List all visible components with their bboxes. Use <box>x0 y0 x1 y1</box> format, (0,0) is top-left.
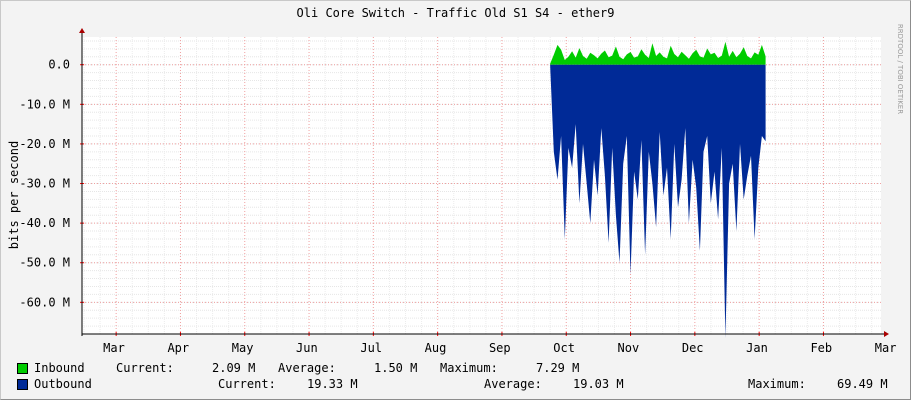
major-grid <box>82 37 881 334</box>
x-tick-label: Apr <box>167 341 189 355</box>
series-layer <box>550 41 766 338</box>
x-tick-label: Jan <box>746 341 768 355</box>
x-tick-label: Feb <box>810 341 832 355</box>
y-tick-label: -30.0 M <box>19 177 70 191</box>
y-tick-label: -40.0 M <box>19 216 70 230</box>
axes <box>79 28 889 337</box>
series-area-outbound <box>550 64 766 338</box>
chart-title: Oli Core Switch - Traffic Old S1 S4 - et… <box>296 6 615 20</box>
y-tick-label: 0.0 <box>48 58 70 72</box>
x-tick-label: Jun <box>296 341 318 355</box>
x-tick-label: Mar <box>875 341 897 355</box>
y-tick-labels: 0.0 -10.0 M -20.0 M -30.0 M -40.0 M -50.0 M -6… <box>19 58 70 310</box>
x-tick-label: Mar <box>103 341 125 355</box>
series-area-inbound <box>550 41 766 65</box>
x-axis-arrow <box>884 331 889 337</box>
x-tick-label: May <box>232 341 254 355</box>
y-tick-label: -50.0 M <box>19 256 70 270</box>
x-tick-label: Aug <box>425 341 447 355</box>
y-tick-label: -60.0 M <box>19 295 70 309</box>
y-tick-label: -10.0 M <box>19 97 70 111</box>
x-tick-label: Dec <box>682 341 704 355</box>
x-tick-label: Nov <box>618 341 640 355</box>
x-tick-label: Jul <box>360 341 382 355</box>
x-tick-label: Oct <box>553 341 575 355</box>
y-tick-label: -20.0 M <box>19 137 70 151</box>
x-tick-labels: Mar Apr May Jun Jul Aug Sep Oct Nov Dec Jan Feb Mar <box>103 341 896 355</box>
y-axis-arrow <box>79 28 85 33</box>
x-tick-label: Sep <box>489 341 511 355</box>
